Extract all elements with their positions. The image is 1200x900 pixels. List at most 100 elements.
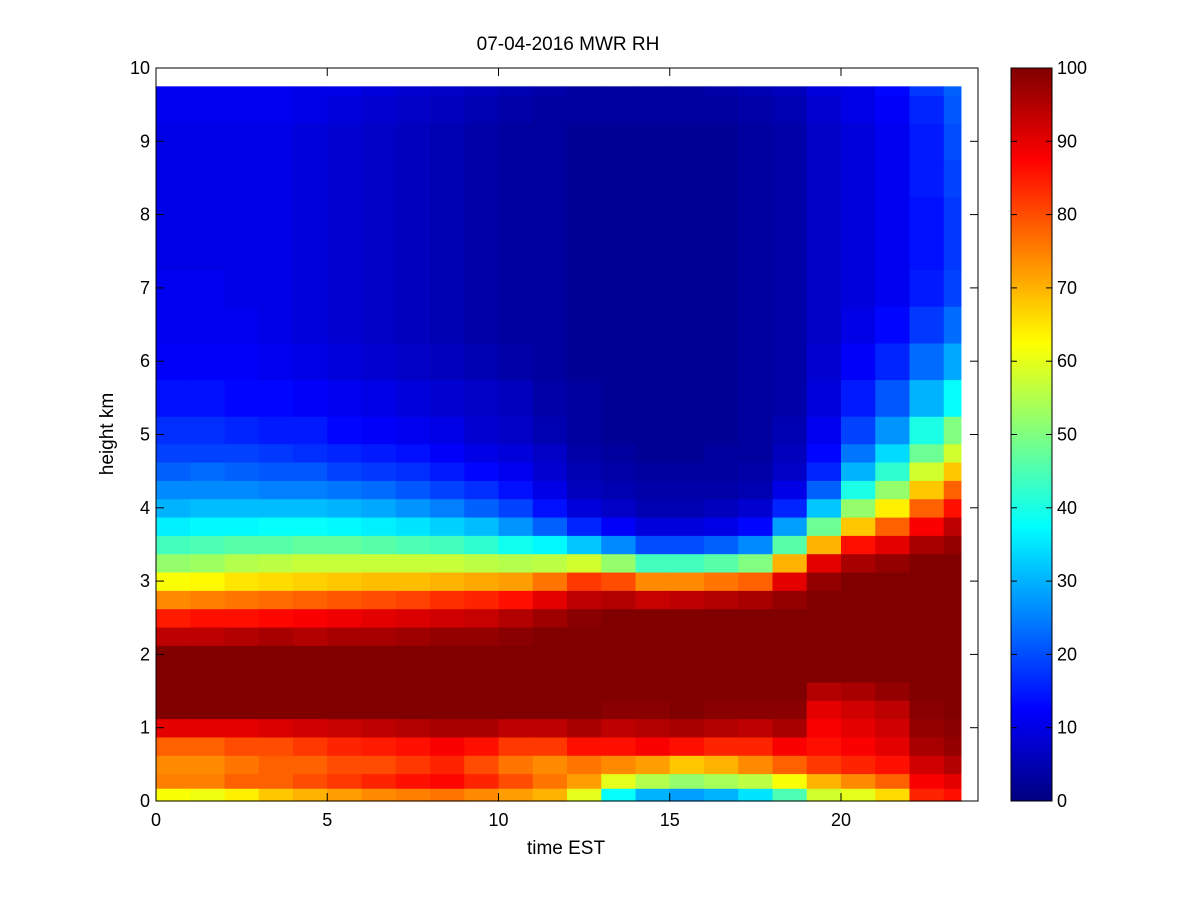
heatmap-cell: [532, 159, 568, 197]
heatmap-cell: [943, 553, 962, 573]
x-tick-label: 5: [322, 810, 332, 830]
heatmap-cell: [224, 498, 260, 518]
heatmap-cell: [601, 755, 637, 775]
heatmap-cell: [430, 553, 465, 573]
heatmap-cell: [738, 443, 774, 463]
heatmap-cell: [806, 269, 842, 307]
heatmap-cell: [498, 700, 534, 720]
heatmap-cell: [704, 461, 739, 481]
heatmap-cell: [395, 232, 431, 271]
heatmap-cell: [327, 535, 363, 555]
heatmap-cell: [567, 461, 602, 481]
heatmap-cell: [943, 645, 962, 665]
heatmap-cell: [806, 416, 842, 445]
heatmap-cell: [498, 416, 534, 445]
heatmap-cell: [704, 443, 739, 463]
heatmap-cell: [704, 379, 739, 417]
heatmap-cell: [669, 480, 705, 500]
heatmap-cell: [875, 571, 911, 591]
heatmap-cell: [704, 269, 739, 307]
heatmap-cell: [190, 159, 226, 197]
heatmap-cell: [669, 700, 705, 720]
heatmap-cell: [395, 95, 431, 124]
heatmap-cell: [841, 306, 876, 344]
heatmap-cell: [635, 269, 671, 307]
heatmap-cell: [532, 516, 568, 536]
heatmap-cell: [772, 498, 808, 518]
heatmap-cell: [532, 736, 568, 756]
heatmap-cell: [190, 196, 226, 234]
heatmap-cell: [601, 269, 637, 307]
heatmap-cell: [875, 95, 911, 124]
heatmap-cell: [635, 306, 671, 344]
heatmap-cell: [601, 788, 637, 802]
heatmap-cell: [704, 663, 739, 683]
heatmap-cell: [704, 306, 739, 344]
heatmap-cell: [395, 645, 431, 665]
heatmap-cell: [156, 645, 191, 665]
heatmap-cell: [635, 681, 671, 701]
heatmap-cell: [635, 232, 671, 271]
heatmap-cell: [738, 681, 774, 701]
heatmap-cell: [635, 535, 671, 555]
heatmap-cell: [327, 571, 363, 591]
heatmap-cell: [704, 645, 739, 665]
heatmap-cell: [635, 645, 671, 665]
y-tick-label: 8: [140, 205, 150, 225]
heatmap-cell: [498, 663, 534, 683]
heatmap-cell: [738, 626, 774, 646]
heatmap-cell: [532, 379, 568, 417]
heatmap-cell: [224, 718, 260, 738]
heatmap-cell: [841, 553, 876, 573]
heatmap-cell: [601, 590, 637, 610]
heatmap-cell: [635, 342, 671, 381]
heatmap-cell: [430, 535, 465, 555]
heatmap-cell: [704, 86, 739, 97]
heatmap-cell: [669, 681, 705, 701]
heatmap-cell: [395, 122, 431, 161]
y-tick-label: 4: [140, 498, 150, 518]
heatmap-cell: [909, 159, 945, 197]
heatmap-cell: [772, 443, 808, 463]
heatmap-cell: [361, 736, 397, 756]
heatmap-cell: [430, 379, 465, 417]
heatmap-cell: [395, 196, 431, 234]
heatmap-cell: [190, 663, 226, 683]
heatmap-cell: [327, 553, 363, 573]
heatmap-cell: [430, 232, 465, 271]
heatmap-cell: [909, 232, 945, 271]
heatmap-cell: [190, 416, 226, 445]
heatmap-cell: [156, 755, 191, 775]
colorbar-tick-label: 0: [1057, 791, 1067, 811]
heatmap-cell: [772, 645, 808, 665]
heatmap-cell: [498, 535, 534, 555]
heatmap-cell: [430, 626, 465, 646]
heatmap-cell: [532, 681, 568, 701]
heatmap-cell: [875, 159, 911, 197]
heatmap-cell: [875, 306, 911, 344]
heatmap-cell: [498, 379, 534, 417]
heatmap-cell: [430, 443, 465, 463]
heatmap-cell: [738, 306, 774, 344]
heatmap-cell: [841, 379, 876, 417]
heatmap-cell: [943, 498, 962, 518]
heatmap-cell: [841, 196, 876, 234]
heatmap-cell: [361, 159, 397, 197]
heatmap-cell: [327, 755, 363, 775]
heatmap-cell: [293, 122, 328, 161]
heatmap-cell: [156, 159, 191, 197]
heatmap-cell: [395, 269, 431, 307]
heatmap-cell: [224, 626, 260, 646]
heatmap-cell: [704, 416, 739, 445]
colorbar-tick-label: 100: [1057, 58, 1087, 78]
heatmap-cell: [498, 571, 534, 591]
heatmap-cell: [361, 232, 397, 271]
heatmap-cell: [601, 498, 637, 518]
heatmap-cell: [875, 663, 911, 683]
heatmap-cell: [498, 645, 534, 665]
heatmap-cell: [258, 498, 294, 518]
heatmap-cell: [704, 590, 739, 610]
heatmap-cell: [190, 590, 226, 610]
heatmap-cell: [567, 590, 602, 610]
heatmap-cell: [293, 196, 328, 234]
